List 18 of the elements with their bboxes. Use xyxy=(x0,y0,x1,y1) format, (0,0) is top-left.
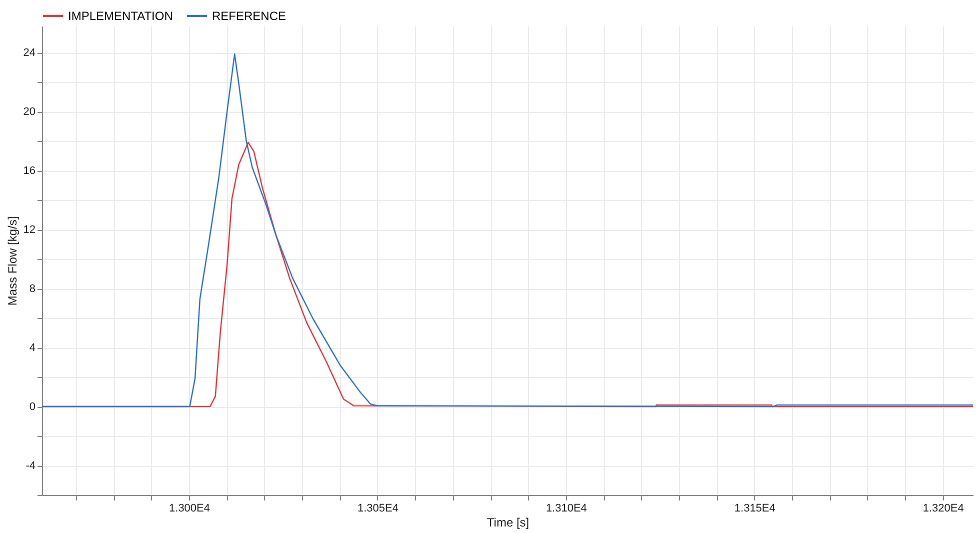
legend-label: REFERENCE xyxy=(212,9,286,23)
x-tick-label: 1.320E4 xyxy=(922,502,964,514)
y-tick-label: 16 xyxy=(23,165,36,178)
y-tick-label: 4 xyxy=(29,342,36,354)
y-tick-label: 12 xyxy=(23,224,36,236)
x-tick-label: 1.305E4 xyxy=(357,502,398,514)
y-tick-label: 8 xyxy=(29,283,36,296)
legend-label: IMPLEMENTATION xyxy=(68,9,173,23)
line-series xyxy=(41,53,974,408)
y-tick-label: 0 xyxy=(29,401,36,414)
y-tick-label: 20 xyxy=(23,106,36,118)
y-tick-label: 24 xyxy=(23,47,36,60)
y-axis-title: Mass Flow [kg/s] xyxy=(5,216,20,306)
y-tick-label: -4 xyxy=(26,460,36,472)
x-tick-label: 1.315E4 xyxy=(734,502,776,514)
x-tick-label: 1.310E4 xyxy=(546,502,587,514)
x-axis-title: Time [s] xyxy=(486,516,530,530)
x-tick-label: 1.300E4 xyxy=(169,502,210,514)
